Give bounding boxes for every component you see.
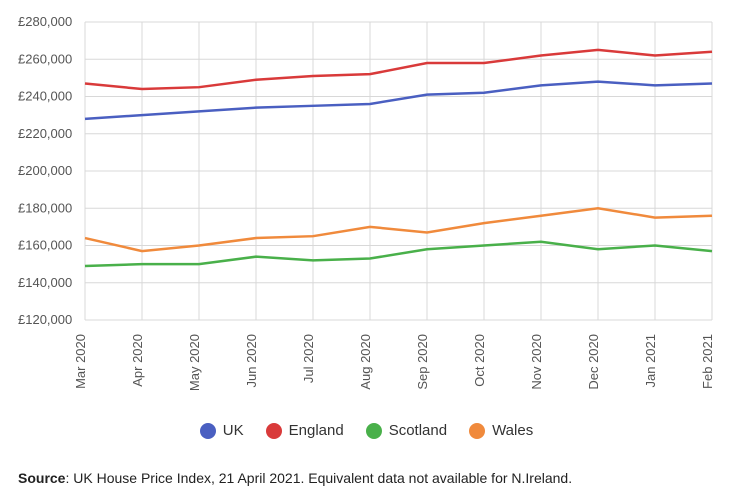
- source-prefix: Source: [18, 470, 65, 486]
- x-axis-label: Dec 2020: [586, 334, 601, 390]
- y-axis-label: £260,000: [18, 51, 72, 66]
- x-axis-label: Aug 2020: [358, 334, 373, 390]
- legend-dot-icon: [469, 423, 485, 439]
- x-axis-label: Oct 2020: [472, 334, 487, 387]
- legend-item-scotland: Scotland: [366, 422, 447, 439]
- y-axis-label: £280,000: [18, 14, 72, 29]
- legend-label: UK: [223, 422, 244, 439]
- series-line-wales: [85, 208, 712, 251]
- legend-item-england: England: [266, 422, 344, 439]
- legend: UK England Scotland Wales: [0, 422, 733, 439]
- y-axis-label: £240,000: [18, 89, 72, 104]
- chart-svg: £120,000 £140,000 £160,000 £180,000 £200,000…: [0, 0, 733, 420]
- y-axis-label: £220,000: [18, 126, 72, 141]
- x-axis-label: Jul 2020: [301, 334, 316, 383]
- legend-dot-icon: [200, 423, 216, 439]
- legend-label: England: [289, 422, 344, 439]
- x-axis-label: Jan 2021: [643, 334, 658, 388]
- x-axis-label: May 2020: [187, 334, 202, 391]
- house-price-chart: £120,000 £140,000 £160,000 £180,000 £200,000…: [0, 0, 733, 500]
- legend-item-wales: Wales: [469, 422, 533, 439]
- y-axis-label: £120,000: [18, 312, 72, 327]
- legend-label: Wales: [492, 422, 533, 439]
- x-axis-label: Apr 2020: [130, 334, 145, 387]
- x-axis-label: Jun 2020: [244, 334, 259, 388]
- source-note: Source: UK House Price Index, 21 April 2…: [18, 470, 572, 486]
- x-axis-label: Mar 2020: [73, 334, 88, 389]
- legend-dot-icon: [366, 423, 382, 439]
- source-text: : UK House Price Index, 21 April 2021. E…: [65, 470, 572, 486]
- y-axis-label: £160,000: [18, 238, 72, 253]
- legend-label: Scotland: [389, 422, 447, 439]
- y-axis-label: £180,000: [18, 200, 72, 215]
- legend-dot-icon: [266, 423, 282, 439]
- y-axis-label: £200,000: [18, 163, 72, 178]
- legend-item-uk: UK: [200, 422, 244, 439]
- x-axis-label: Feb 2021: [700, 334, 715, 389]
- x-axis-label: Sep 2020: [415, 334, 430, 390]
- y-axis-label: £140,000: [18, 275, 72, 290]
- x-axis-label: Nov 2020: [529, 334, 544, 390]
